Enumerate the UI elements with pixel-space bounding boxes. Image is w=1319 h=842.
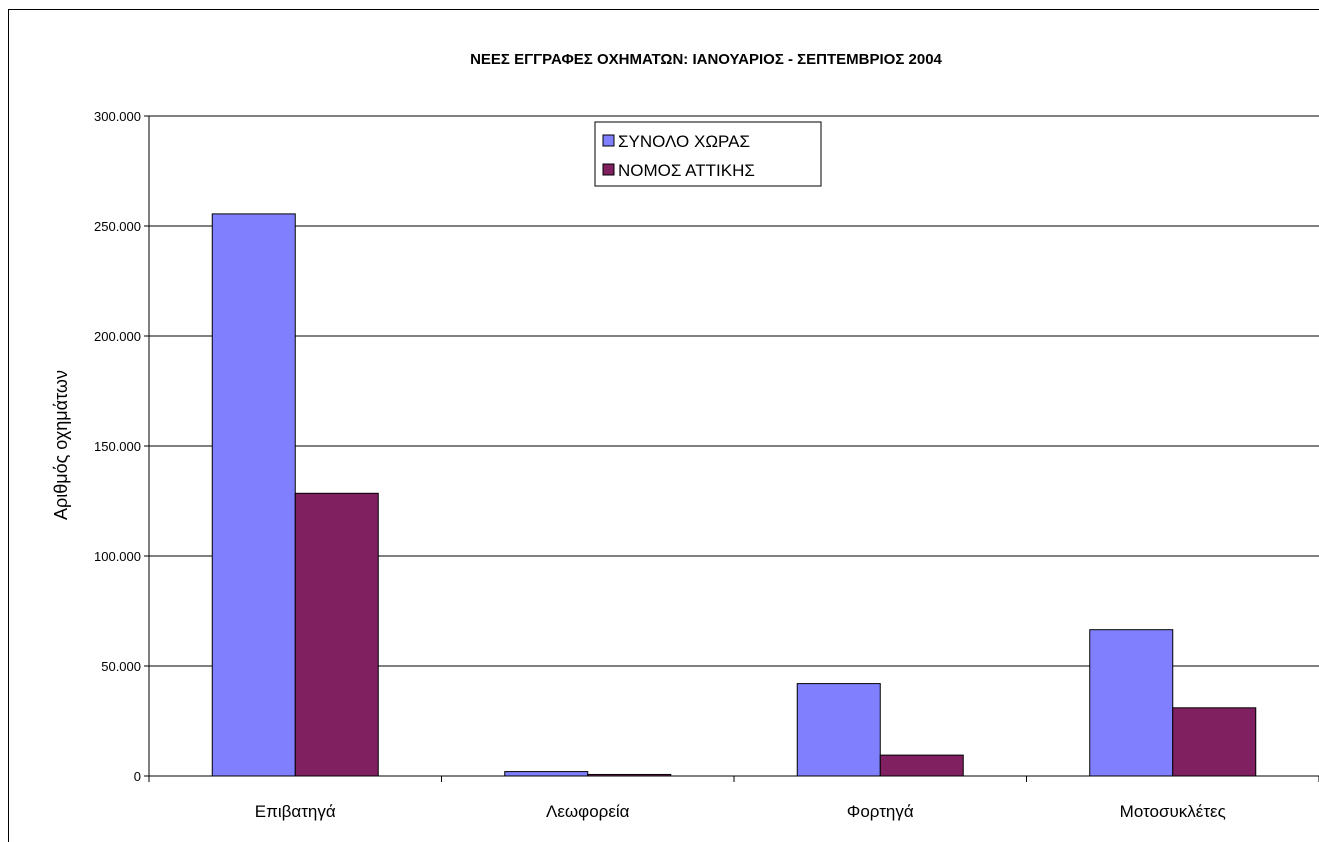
x-category-label: Φορτηγά bbox=[847, 802, 914, 821]
legend-label-synolo-xoras: ΣΥΝΟΛΟ ΧΩΡΑΣ bbox=[618, 132, 750, 151]
y-tick-label: 150.000 bbox=[94, 439, 141, 454]
x-category-label: Μοτοσυκλέτες bbox=[1120, 802, 1226, 821]
x-axis-categories: Επιβατηγά Λεωφορεία Φορτηγά Μοτοσυκλέτες bbox=[148, 776, 1319, 821]
y-tick-label: 300.000 bbox=[94, 109, 141, 124]
y-tick-label: 100.000 bbox=[94, 549, 141, 564]
y-tick-label: 200.000 bbox=[94, 329, 141, 344]
legend-swatch-synolo-xoras bbox=[602, 134, 615, 147]
x-category-label: Λεωφορεία bbox=[546, 802, 630, 821]
x-category-label: Επιβατηγά bbox=[255, 802, 336, 821]
legend: ΣΥΝΟΛΟ ΧΩΡΑΣ ΝΟΜΟΣ ΑΤΤΙΚΗΣ bbox=[594, 121, 822, 187]
y-axis-label: Αριθμός οχημάτων bbox=[51, 370, 71, 520]
legend-label-nomos-attikis: ΝΟΜΟΣ ΑΤΤΙΚΗΣ bbox=[618, 161, 755, 180]
chart-title: ΝΕΕΣ ΕΓΓΡΑΦΕΣ ΟΧΗΜΑΤΩΝ: ΙΑΝΟΥΑΡΙΟΣ - ΣΕΠ… bbox=[470, 51, 942, 68]
bar bbox=[294, 492, 379, 777]
bar bbox=[1172, 707, 1257, 777]
y-tick-label: 0 bbox=[134, 769, 141, 784]
bar bbox=[504, 771, 589, 777]
bar bbox=[1089, 629, 1174, 777]
legend-swatch-nomos-attikis bbox=[602, 163, 615, 176]
y-axis-ticks: 0 50.000 100.000 150.000 200.000 250.000 300.0… bbox=[94, 109, 149, 784]
chart-frame bbox=[8, 9, 1319, 842]
gridlines bbox=[149, 115, 1319, 667]
bar bbox=[796, 683, 881, 777]
y-tick-label: 50.000 bbox=[101, 659, 141, 674]
bar bbox=[879, 754, 964, 777]
bar bbox=[211, 213, 296, 777]
bars bbox=[211, 213, 1257, 777]
y-tick-label: 250.000 bbox=[94, 219, 141, 234]
legend-box bbox=[594, 121, 822, 187]
